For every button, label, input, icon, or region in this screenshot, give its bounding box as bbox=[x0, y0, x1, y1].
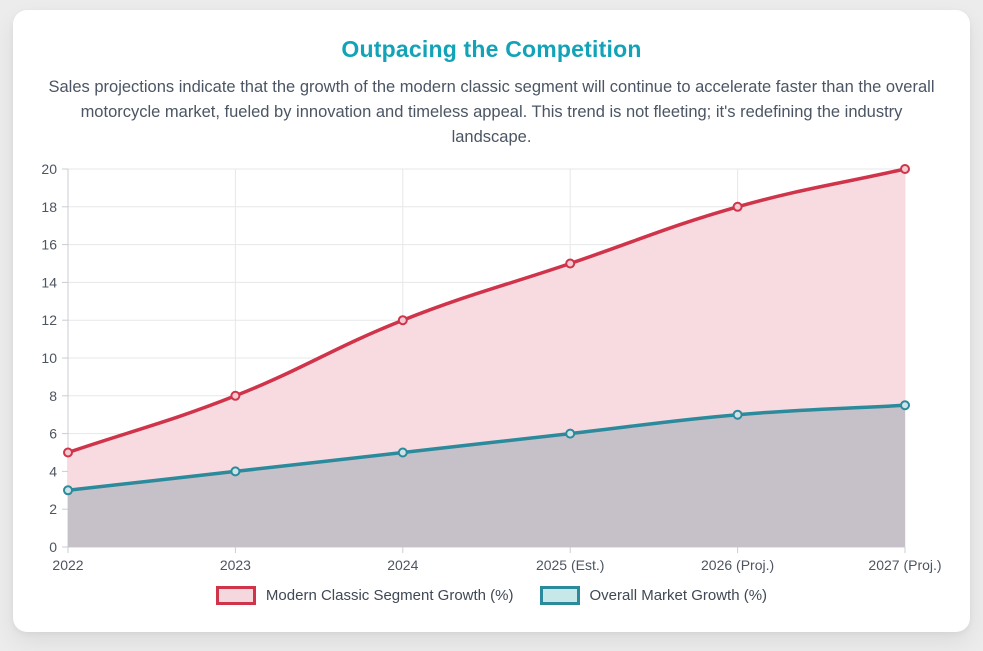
legend-label: Overall Market Growth (%) bbox=[589, 587, 768, 604]
y-tick-label: 10 bbox=[41, 350, 57, 366]
legend-label: Modern Classic Segment Growth (%) bbox=[265, 587, 514, 604]
x-tick-label: 2026 (Proj.) bbox=[701, 557, 774, 573]
data-point-marker[interactable] bbox=[900, 164, 910, 174]
data-point-marker[interactable] bbox=[565, 258, 576, 269]
y-tick-label: 0 bbox=[49, 539, 57, 555]
x-tick-label: 2022 bbox=[52, 557, 83, 573]
y-tick-label: 18 bbox=[41, 199, 57, 215]
y-axis-labels: 0 2 4 6 8 10 12 14 16 18 20 bbox=[41, 161, 57, 555]
series-line-modern-classic bbox=[66, 167, 907, 455]
legend-item-modern-classic[interactable]: Modern Classic Segment Growth (%) bbox=[215, 586, 514, 605]
data-point-marker[interactable] bbox=[230, 466, 241, 477]
y-tick-label: 16 bbox=[41, 237, 57, 253]
legend-swatch bbox=[215, 586, 256, 605]
y-tick-label: 4 bbox=[49, 463, 57, 479]
chart-area: 0 2 4 6 8 10 12 14 16 18 20 2022 2023 2024 2025 (Est.)… bbox=[13, 159, 970, 579]
data-point-marker[interactable] bbox=[397, 447, 408, 458]
y-tick-label: 6 bbox=[49, 426, 57, 442]
y-tick-label: 14 bbox=[41, 274, 57, 290]
series-markers-overall-market bbox=[63, 400, 910, 496]
series-markers-modern-classic bbox=[63, 164, 910, 458]
data-point-marker[interactable] bbox=[900, 400, 910, 411]
legend-item-overall-market[interactable]: Overall Market Growth (%) bbox=[539, 586, 768, 605]
x-tick-label: 2027 (Proj.) bbox=[868, 557, 941, 573]
chart-subtitle: Sales projections indicate that the grow… bbox=[48, 78, 935, 146]
series-line-overall-market bbox=[66, 403, 907, 493]
axis-ticks bbox=[62, 168, 906, 553]
data-point-marker[interactable] bbox=[63, 485, 73, 496]
data-point-marker[interactable] bbox=[63, 447, 73, 458]
legend-swatch bbox=[539, 586, 580, 605]
series-area-overall-market bbox=[68, 405, 905, 547]
x-tick-label: 2025 (Est.) bbox=[536, 557, 604, 573]
y-tick-label: 2 bbox=[49, 501, 57, 517]
data-point-marker[interactable] bbox=[732, 201, 743, 212]
x-tick-label: 2024 bbox=[387, 557, 418, 573]
x-tick-label: 2023 bbox=[220, 557, 251, 573]
y-tick-label: 12 bbox=[41, 312, 57, 328]
chart-title: Outpacing the Competition bbox=[341, 36, 642, 62]
y-tick-label: 20 bbox=[41, 161, 57, 177]
growth-area-chart[interactable]: 0 2 4 6 8 10 12 14 16 18 20 2022 2023 2024 2025 (Est.)… bbox=[13, 159, 970, 579]
y-tick-label: 8 bbox=[49, 388, 57, 404]
x-axis-labels: 2022 2023 2024 2025 (Est.) 2026 (Proj.) 2027 … bbox=[52, 557, 941, 573]
data-point-marker[interactable] bbox=[397, 315, 408, 326]
chart-card: Outpacing the Competition Sales projecti… bbox=[13, 10, 970, 632]
data-point-marker[interactable] bbox=[732, 409, 743, 420]
data-point-marker[interactable] bbox=[565, 428, 576, 439]
chart-legend: Modern Classic Segment Growth (%) Overall… bbox=[13, 586, 970, 605]
data-point-marker[interactable] bbox=[230, 390, 241, 401]
